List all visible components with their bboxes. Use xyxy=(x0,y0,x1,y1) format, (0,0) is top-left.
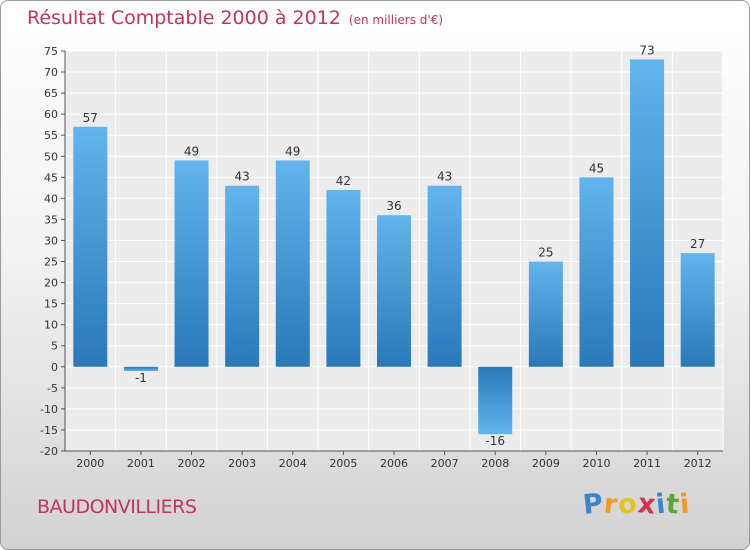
x-tick-label: 2008 xyxy=(481,457,509,470)
bar-2006 xyxy=(377,215,411,367)
bar-2010 xyxy=(579,177,614,367)
axis-layer: 757065605550454035302520151050-5-10-15-2… xyxy=(40,45,723,470)
x-tick-label: 2006 xyxy=(380,457,408,470)
data-label-2006: 36 xyxy=(386,199,401,213)
x-tick-label: 2011 xyxy=(633,457,661,470)
data-label-2011: 73 xyxy=(639,43,654,57)
y-tick-label: 40 xyxy=(44,192,58,205)
y-tick-label: 35 xyxy=(44,213,58,226)
y-tick-label: 55 xyxy=(44,129,58,142)
y-tick-label: 30 xyxy=(44,234,58,247)
proxiti-logo[interactable]: Proxiti xyxy=(581,488,693,521)
bar-2001 xyxy=(123,366,158,371)
y-tick-label: -20 xyxy=(40,445,58,458)
data-label-2004: 49 xyxy=(285,144,300,158)
x-tick-label: 2010 xyxy=(582,457,610,470)
data-label-2003: 43 xyxy=(235,170,250,184)
y-tick-label: -5 xyxy=(47,382,58,395)
commune-name: BAUDONVILLIERS xyxy=(37,496,197,518)
y-tick-label: -10 xyxy=(40,403,58,416)
y-tick-label: 20 xyxy=(44,277,58,290)
y-tick-label: 10 xyxy=(44,319,58,332)
chart-subtitle: (en milliers d'€) xyxy=(348,13,444,27)
y-tick-label: 25 xyxy=(44,256,58,269)
x-tick-label: 2003 xyxy=(228,457,256,470)
y-tick-label: 50 xyxy=(44,150,58,163)
bar-2009 xyxy=(528,261,563,367)
bar-2011 xyxy=(630,59,665,367)
x-tick-label: 2004 xyxy=(279,457,307,470)
data-label-2007: 43 xyxy=(437,170,452,184)
bar-layer xyxy=(73,59,715,435)
y-tick-label: 15 xyxy=(44,298,58,311)
x-tick-label: 2007 xyxy=(431,457,459,470)
x-tick-label: 2009 xyxy=(532,457,560,470)
data-label-2002: 49 xyxy=(184,144,199,158)
y-tick-label: 0 xyxy=(51,361,58,374)
data-label-2010: 45 xyxy=(589,161,604,175)
x-tick-label: 2002 xyxy=(178,457,206,470)
data-label-2009: 25 xyxy=(538,246,553,260)
x-tick-label: 2000 xyxy=(76,457,104,470)
data-label-2005: 42 xyxy=(336,174,351,188)
bar-2004 xyxy=(275,160,310,367)
y-tick-label: 5 xyxy=(51,340,58,353)
bar-2002 xyxy=(174,160,209,367)
bar-2000 xyxy=(73,126,108,367)
bar-2005 xyxy=(326,189,361,367)
y-tick-label: -15 xyxy=(40,424,58,437)
bar-2012 xyxy=(680,253,715,367)
y-tick-label: 60 xyxy=(44,108,58,121)
data-label-2000: 57 xyxy=(83,111,98,125)
y-tick-label: 75 xyxy=(44,45,58,58)
x-tick-label: 2001 xyxy=(127,457,155,470)
y-tick-label: 70 xyxy=(44,66,58,79)
logo-letter: i xyxy=(678,488,693,521)
chart-title-text: Résultat Comptable 2000 à 2012 xyxy=(27,7,341,29)
data-label-2012: 27 xyxy=(690,237,705,251)
chart-title: Résultat Comptable 2000 à 2012 (en millie… xyxy=(27,7,443,29)
x-tick-label: 2012 xyxy=(684,457,712,470)
y-tick-label: 45 xyxy=(44,171,58,184)
y-tick-label: 65 xyxy=(44,87,58,100)
x-tick-label: 2005 xyxy=(329,457,357,470)
data-label-2001: -1 xyxy=(135,371,147,385)
data-label-2008: -16 xyxy=(485,434,505,448)
bar-2007 xyxy=(427,185,462,367)
label-layer: 57 -1 49 43 49 42 36 43 -16 25 45 73 27 xyxy=(83,43,706,448)
bar-2003 xyxy=(225,185,260,367)
bar-2008 xyxy=(478,366,513,435)
